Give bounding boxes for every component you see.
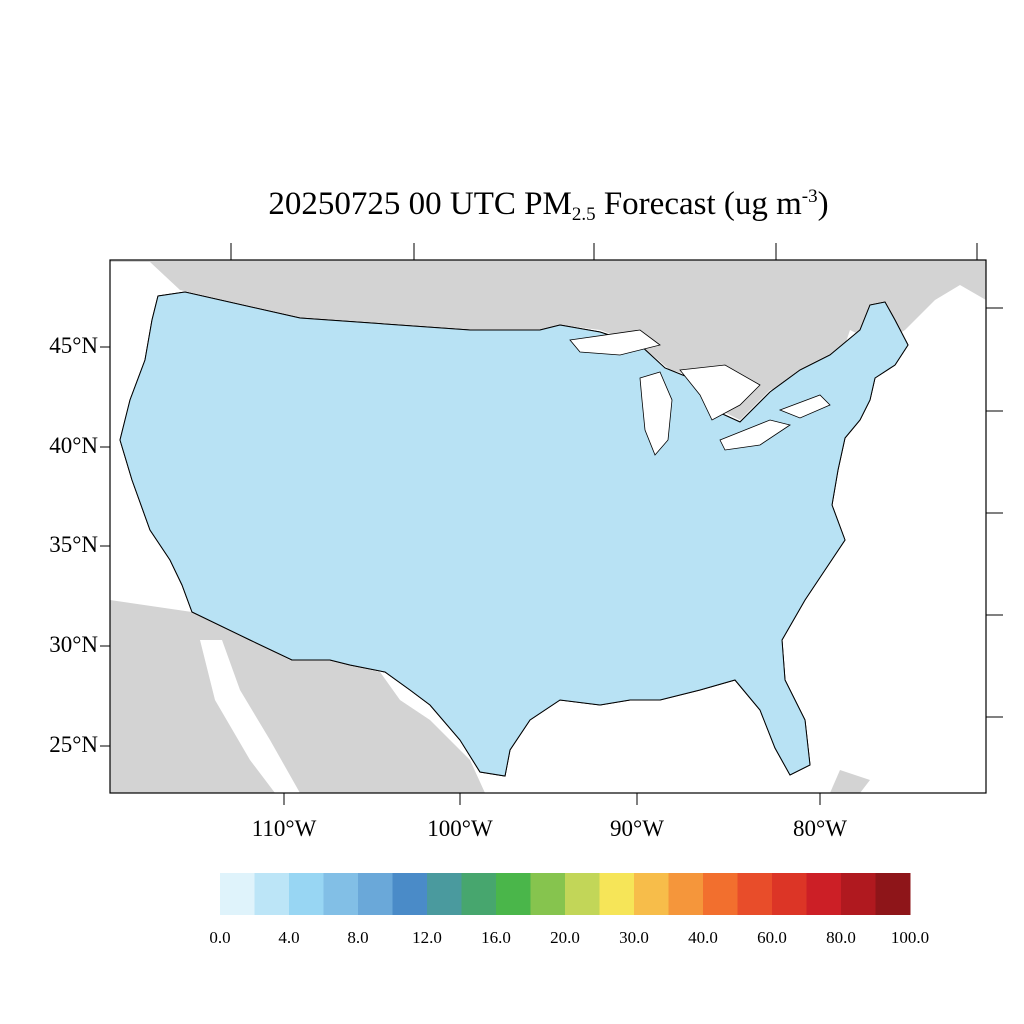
colorbar-swatch (737, 873, 773, 915)
colorbar-label: 60.0 (757, 928, 787, 947)
colorbar-swatch (841, 873, 876, 915)
axis-ticks (100, 243, 1003, 805)
colorbar-swatch (323, 873, 359, 915)
colorbar-swatch (427, 873, 462, 915)
colorbar-label: 100.0 (890, 928, 930, 947)
colorbar-swatch (599, 873, 635, 915)
colorbar-label: 16.0 (481, 928, 511, 947)
colorbar-label: 20.0 (550, 928, 580, 947)
caribbean-land (830, 770, 870, 793)
colorbar-swatch (289, 873, 324, 915)
colorbar-label: 12.0 (412, 928, 442, 947)
colorbar-swatch (703, 873, 738, 915)
colorbar-swatch (772, 873, 807, 915)
colorbar-swatch (496, 873, 531, 915)
great-lakes (569, 329, 831, 456)
colorbar-swatch (392, 873, 428, 915)
colorbar-swatch (254, 873, 290, 915)
baja-gap (200, 640, 300, 793)
colorbar-swatch (875, 873, 911, 915)
lat-tick-label: 35°N (49, 532, 98, 557)
lat-tick-label: 45°N (49, 333, 98, 358)
colorbar-label: 0.0 (209, 928, 231, 947)
colorbar-label: 8.0 (347, 928, 369, 947)
lon-tick-label: 110°W (251, 816, 317, 841)
lat-tick-label: 25°N (49, 732, 98, 757)
colorbar-swatch (565, 873, 600, 915)
lon-tick-label: 100°W (427, 816, 493, 841)
canada-land (110, 260, 986, 420)
colorbar-swatch (358, 873, 393, 915)
map-frame (109, 259, 987, 794)
colorbar-swatch (530, 873, 566, 915)
lat-tick-label: 40°N (49, 433, 98, 458)
colorbar-label: 4.0 (278, 928, 300, 947)
colorbar-swatch (461, 873, 497, 915)
colorbar-label: 40.0 (688, 928, 718, 947)
map-area (110, 260, 986, 793)
lat-tick-label: 30°N (49, 632, 98, 657)
colorbar-swatch (634, 873, 669, 915)
colorbar-swatch (668, 873, 704, 915)
chart-title: 20250725 00 UTC PM2.5 Forecast (ug m-3) (268, 186, 829, 225)
lon-tick-label: 90°W (610, 816, 664, 841)
colorbar-label: 30.0 (619, 928, 649, 947)
lon-tick-label: 80°W (793, 816, 847, 841)
colorbar-swatch (806, 873, 842, 915)
colorbar-label: 80.0 (826, 928, 856, 947)
colorbar (220, 873, 911, 915)
colorbar-swatch (220, 873, 255, 915)
